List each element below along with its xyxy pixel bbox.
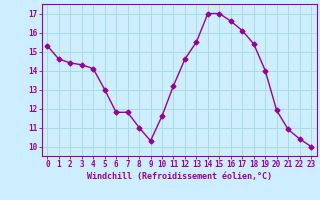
X-axis label: Windchill (Refroidissement éolien,°C): Windchill (Refroidissement éolien,°C): [87, 172, 272, 181]
